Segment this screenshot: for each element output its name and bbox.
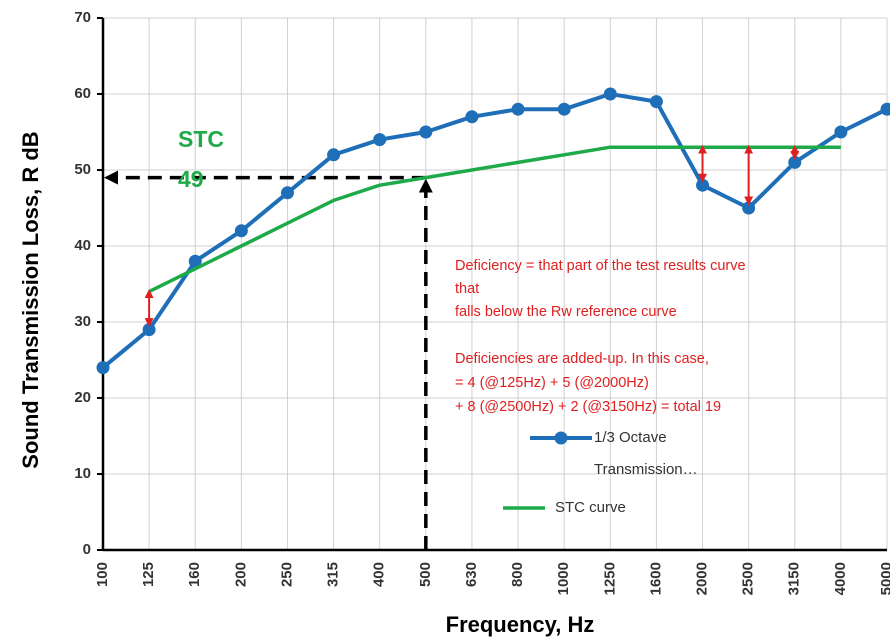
x-tick-label: 4000 (832, 562, 849, 595)
data-point (188, 254, 202, 268)
data-point (880, 102, 890, 116)
x-tick-label: 1600 (647, 562, 664, 595)
legend-label: STC curve (555, 499, 626, 516)
x-tick-label: 800 (509, 562, 526, 587)
y-tick-label: 70 (74, 9, 91, 26)
x-tick-label: 400 (371, 562, 388, 587)
data-point (96, 361, 110, 375)
data-point (280, 186, 294, 200)
x-tick-label: 100 (94, 562, 111, 587)
data-point (834, 125, 848, 139)
data-point (234, 224, 248, 238)
data-point (511, 102, 525, 116)
data-point (788, 155, 802, 169)
y-tick-label: 30 (74, 313, 91, 330)
annotation: = 4 (@125Hz) + 5 (@2000Hz) (455, 375, 649, 391)
data-point (327, 148, 341, 162)
y-axis-label: Sound Transmission Loss, R dB (18, 131, 43, 468)
x-tick-label: 125 (140, 562, 157, 587)
data-point (557, 102, 571, 116)
x-tick-label: 160 (186, 562, 203, 587)
legend-label: 1/3 Octave Transmission… (594, 429, 698, 478)
y-tick-label: 50 (74, 161, 91, 178)
data-point (696, 178, 710, 192)
x-tick-label: 2500 (740, 562, 757, 595)
data-point (142, 323, 156, 337)
data-point (419, 125, 433, 139)
y-tick-label: 60 (74, 85, 91, 102)
x-tick-label: 5000 (878, 562, 890, 595)
annotation: falls below the Rw reference curve (455, 304, 677, 320)
annotation: that (455, 281, 479, 297)
stc-label: 49 (178, 166, 204, 192)
data-point (373, 133, 387, 147)
data-point (649, 95, 663, 109)
x-tick-label: 250 (278, 562, 295, 587)
x-tick-label: 2000 (693, 562, 710, 595)
annotation: Deficiencies are added-up. In this case, (455, 351, 709, 367)
x-tick-label: 1250 (601, 562, 618, 595)
stc-label: STC (178, 126, 224, 152)
x-tick-label: 500 (417, 562, 434, 587)
x-tick-label: 1000 (555, 562, 572, 595)
x-tick-label: 200 (232, 562, 249, 587)
annotation: Deficiency = that part of the test resul… (455, 258, 746, 274)
annotation: + 8 (@2500Hz) + 2 (@3150Hz) = total 19 (455, 399, 721, 415)
y-tick-label: 10 (74, 465, 91, 482)
x-axis-label: Frequency, Hz (446, 612, 595, 637)
data-point (465, 110, 479, 124)
x-tick-label: 3150 (786, 562, 803, 595)
y-tick-label: 20 (74, 389, 91, 406)
legend-label-line: Transmission… (594, 461, 698, 478)
legend-label-line: 1/3 Octave (594, 429, 667, 446)
legend-marker (554, 431, 568, 445)
x-tick-label: 630 (463, 562, 480, 587)
series-line (101, 92, 888, 370)
data-point (742, 201, 756, 215)
y-tick-label: 40 (74, 237, 91, 254)
x-tick-label: 315 (325, 562, 342, 587)
data-point (603, 87, 617, 101)
series-line (148, 145, 841, 294)
y-tick-label: 0 (83, 541, 91, 558)
